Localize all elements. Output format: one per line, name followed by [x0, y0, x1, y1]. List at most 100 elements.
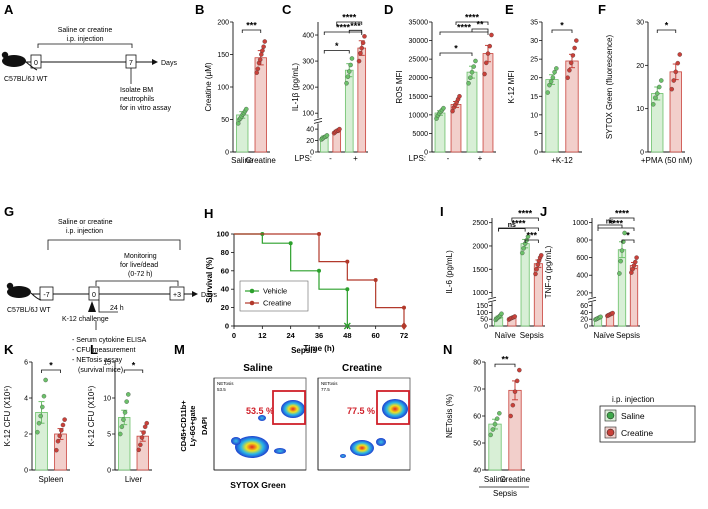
g-readout-4: (survival mice) — [78, 367, 123, 374]
y-tick-label: 0 — [225, 150, 229, 157]
data-point — [360, 40, 366, 46]
y-tick-label: 10000 — [409, 112, 429, 119]
data-point — [545, 90, 550, 95]
y-tick-label: 150 — [217, 52, 229, 59]
legend-creatine-label: Creatine — [621, 428, 653, 438]
g-monitor-2: for live/dead — [120, 262, 158, 269]
significance-bracket — [597, 227, 635, 231]
x-tick-label: Creatine — [500, 475, 531, 484]
y-axis-label: K-12 MFI — [507, 71, 516, 104]
data-point — [535, 262, 541, 267]
series-point — [345, 287, 350, 292]
a-day7-label: 7 — [129, 60, 133, 67]
series-line-vehicle — [234, 233, 348, 326]
significance-label: **** — [342, 13, 357, 23]
significance-label: *** — [350, 21, 361, 31]
x-group-label: - — [329, 154, 332, 163]
x-group-label: Sepsis — [520, 331, 544, 340]
data-point — [574, 38, 579, 43]
a-route-label: i.p. injection — [67, 36, 104, 43]
y-tick-label: 35000 — [409, 20, 429, 27]
data-point — [60, 422, 66, 428]
significance-bracket — [551, 29, 573, 33]
axis-break-gap — [314, 118, 370, 124]
data-point — [512, 389, 518, 394]
significance-label: * — [49, 361, 53, 371]
data-point — [497, 411, 502, 416]
m-saline-mid-cluster — [258, 415, 266, 421]
significance-label: **** — [609, 219, 624, 229]
data-point — [659, 78, 664, 83]
h-legend-marker — [249, 300, 255, 306]
data-point — [257, 57, 263, 62]
y-tick-label: 10 — [530, 112, 538, 119]
data-point — [598, 314, 603, 320]
y-tick-label: 50 — [480, 317, 488, 324]
mouse-icon — [6, 282, 42, 301]
x-tick-label: 60 — [371, 331, 379, 340]
significance-label: *** — [246, 21, 257, 31]
bar-creatine — [565, 60, 579, 153]
significance-bracket — [241, 29, 262, 33]
bar-saline — [520, 243, 530, 327]
data-point — [489, 32, 494, 38]
m-saline-small-cluster — [231, 437, 241, 445]
significance-label: **** — [518, 209, 533, 219]
y-tick-label: 100 — [476, 310, 488, 317]
data-point — [244, 106, 249, 112]
y-tick-label: 2000 — [472, 243, 488, 250]
y-tick-label: 4 — [24, 396, 28, 403]
x-axis-label: +K-12 — [551, 156, 573, 165]
y-tick-label: 30000 — [409, 38, 429, 45]
axis-break-mark — [487, 299, 497, 303]
y-tick-label: 35 — [530, 20, 538, 27]
g-strain-label: C57BL/6J WT — [7, 307, 51, 314]
data-point — [119, 424, 125, 430]
data-point — [657, 84, 662, 90]
axis-break-mark — [313, 121, 323, 124]
y-tick-label: 20 — [306, 138, 314, 145]
data-point — [652, 95, 658, 101]
a-note-1: Isolate BM — [120, 87, 153, 94]
series-end-mark — [343, 322, 351, 330]
y-tick-label: 70 — [473, 387, 481, 394]
significance-bracket — [498, 227, 539, 231]
data-point — [457, 94, 462, 99]
data-point — [619, 248, 625, 253]
chart-e: E 0 5 10 15 20 25 30 35 K-12 MFI +K-12 * — [505, 2, 582, 165]
y-tick-label: 0 — [534, 150, 538, 157]
significance-bracket — [323, 31, 363, 35]
data-point — [62, 417, 67, 422]
g-readout-3: - NETosis assay — [72, 357, 123, 364]
y-tick-label: 100 — [302, 111, 314, 118]
panel-letter-g: G — [4, 204, 14, 219]
y-axis-label: TNF-α (pg/mL) — [544, 245, 553, 298]
m-creatine-percent: 77.5 % — [347, 406, 375, 416]
axis-break-mark — [587, 296, 597, 300]
y-tick-label: 60 — [580, 303, 588, 310]
data-point — [533, 271, 538, 277]
data-point — [492, 421, 498, 427]
y-tick-label: 300 — [302, 59, 314, 66]
y-axis-label: K-12 CFU (X10⁵) — [3, 385, 12, 446]
x-group-label: - — [447, 154, 450, 163]
significance-label: * — [665, 21, 669, 31]
panel-letter: N — [443, 342, 452, 357]
x-axis-label: Time (h) — [304, 344, 335, 353]
data-point — [675, 60, 681, 66]
y-tick-label: 100 — [217, 85, 229, 92]
legend-creatine-swatch — [606, 428, 615, 437]
series-point — [288, 241, 293, 246]
m-creatine-tiny-pct: 77.5 — [321, 387, 330, 392]
y-axis-label: K-12 CFU (X10⁵) — [87, 385, 96, 446]
g-daym7-box — [39, 286, 54, 301]
y-tick-label: 10 — [636, 106, 644, 113]
h-legend: Vehicle Creatine — [239, 280, 309, 312]
g-day0-label: 0 — [92, 292, 96, 299]
g-readout-2: - CFU measurement — [72, 347, 135, 354]
data-point — [499, 311, 504, 317]
m-saline-header: Saline — [243, 363, 273, 374]
data-point — [337, 126, 342, 132]
